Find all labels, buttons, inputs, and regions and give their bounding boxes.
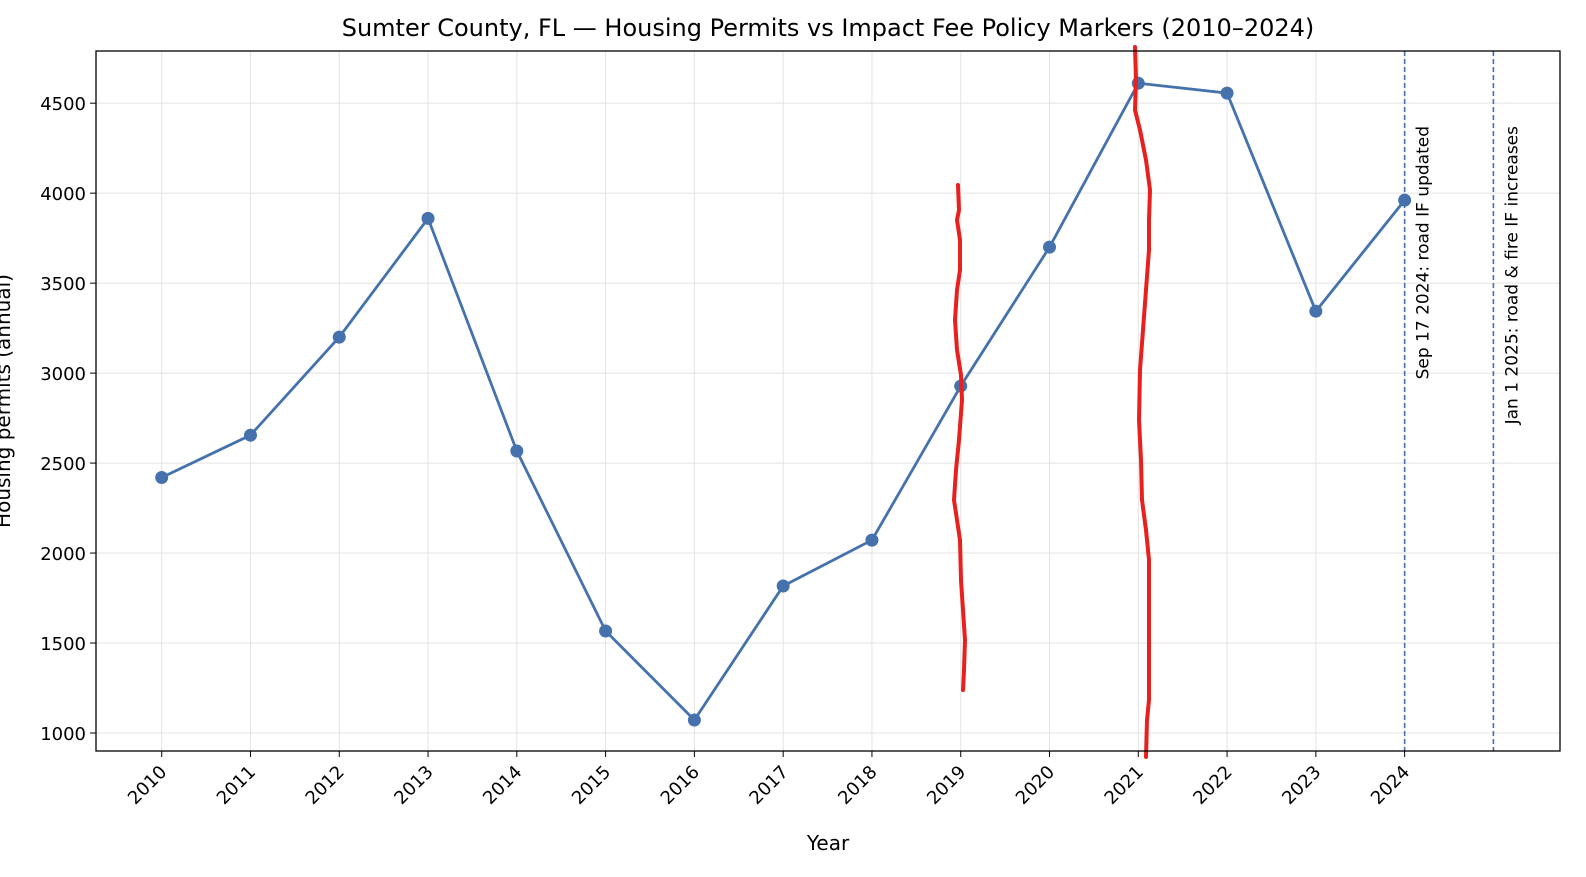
data-point [155,470,169,484]
data-point [1220,86,1234,100]
x-axis: 2010 2011 2012 2013 2014 2015 2016 2017 2018 2019… [124,751,1414,809]
plot-frame [95,50,1561,752]
data-point [776,579,790,593]
x-tick-label: 2011 [213,762,260,809]
x-tick-label: 2013 [390,762,437,809]
x-tick-label: 2024 [1367,762,1414,809]
x-tick-label: 2018 [834,762,881,809]
x-tick-label: 2023 [1278,762,1325,809]
data-point [599,624,613,638]
y-tick-label: 3000 [40,364,86,385]
x-tick-label: 2012 [302,762,349,809]
x-tick-label: 2015 [568,762,615,809]
x-tick-label: 2017 [745,762,792,809]
y-tick-label: 2000 [40,544,86,565]
hand-drawn-overlay [951,45,1153,759]
annotation-lines: Sep 17 2024: road IF updated Jan 1 2025: … [1403,51,1522,751]
policy-marker-label: Jan 1 2025: road & fire IF increases [1502,126,1522,426]
y-tick-label: 3500 [40,274,86,295]
data-point [1131,76,1145,90]
y-axis-label: Housing permits (annual) [0,274,15,528]
series-layer [155,76,1412,727]
data-point [687,713,701,727]
data-point [1043,240,1057,254]
data-point [1309,304,1323,318]
x-axis-label: Year [806,831,850,855]
x-tick-label: 2020 [1012,762,1059,809]
x-tick-label: 2014 [479,762,526,809]
x-tick-label: 2010 [124,762,171,809]
data-point [510,444,524,458]
policy-marker-label: Sep 17 2024: road IF updated [1414,126,1434,379]
x-tick-label: 2022 [1189,762,1236,809]
red-freehand-line-1 [951,183,968,692]
data-point [332,330,346,344]
y-tick-label: 2500 [40,454,86,475]
chart-title: Sumter County, FL — Housing Permits vs I… [342,14,1315,42]
y-tick-label: 1000 [40,724,86,745]
data-point [1398,193,1412,207]
x-tick-label: 2019 [923,762,970,809]
y-axis: 1000 1500 2000 2500 3000 3500 4000 4500 [40,94,96,745]
data-point [243,428,257,442]
grid [96,51,1560,751]
y-tick-label: 4000 [40,184,86,205]
y-tick-label: 1500 [40,634,86,655]
red-freehand-line-2 [1132,45,1153,759]
x-tick-label: 2021 [1101,762,1148,809]
x-tick-label: 2016 [657,762,704,809]
data-point [865,533,879,547]
y-tick-label: 4500 [40,94,86,115]
data-point [421,211,435,225]
